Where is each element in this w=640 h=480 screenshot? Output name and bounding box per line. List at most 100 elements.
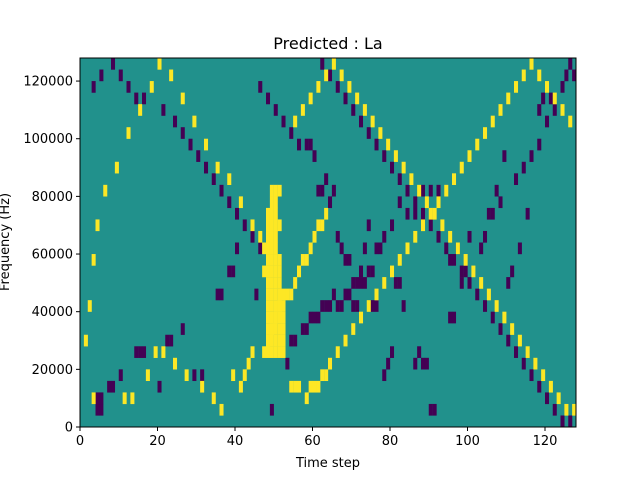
heatmap-cell-high xyxy=(269,300,274,312)
heatmap-cell-low xyxy=(401,300,406,312)
heatmap-cell-high xyxy=(246,357,251,370)
heatmap-cell-high xyxy=(277,265,282,278)
heatmap-cell-high xyxy=(386,138,391,151)
heatmap-cell-high xyxy=(273,334,278,347)
heatmap-cell-high xyxy=(312,230,317,243)
heatmap-cell-low xyxy=(510,265,515,278)
heatmap-cell-high xyxy=(269,196,274,209)
heatmap-cell-high xyxy=(502,311,507,324)
heatmap-cell-high xyxy=(192,115,197,128)
heatmap-cells xyxy=(83,58,577,428)
heatmap-cell-high xyxy=(304,254,309,266)
heatmap-cell-high xyxy=(289,288,294,301)
heatmap-cell-low xyxy=(382,150,387,162)
heatmap-cell-low xyxy=(300,323,305,335)
heatmap-cell-high xyxy=(266,277,271,289)
heatmap-cell-low xyxy=(452,311,457,324)
heatmap-cell-low xyxy=(413,196,418,209)
heatmap-cell-low xyxy=(463,265,468,278)
heatmap-cell-high xyxy=(572,403,577,416)
heatmap-cell-low xyxy=(351,300,356,312)
heatmap-cell-high xyxy=(269,311,274,324)
heatmap-cell-high xyxy=(413,230,418,243)
heatmap-cell-high xyxy=(300,254,305,266)
heatmap-cell-high xyxy=(277,346,282,358)
heatmap-cell-high xyxy=(564,403,569,416)
heatmap-cell-high xyxy=(510,323,515,335)
heatmap-cell-high xyxy=(91,392,96,405)
y-tick-label: 80000 xyxy=(32,190,73,205)
heatmap-cell-high xyxy=(537,69,542,82)
y-tick-label: 0 xyxy=(65,421,73,436)
heatmap-cell-high xyxy=(122,392,127,405)
heatmap-cell-high xyxy=(374,288,379,301)
heatmap-cell-low xyxy=(196,150,201,162)
heatmap-cell-high xyxy=(269,323,274,335)
heatmap-cell-low xyxy=(413,207,418,220)
heatmap-cell-high xyxy=(293,380,298,393)
heatmap-cell-high xyxy=(479,277,484,289)
heatmap-cell-high xyxy=(277,184,282,197)
heatmap-cell-high xyxy=(83,334,88,347)
heatmap-cell-low xyxy=(227,196,232,209)
heatmap-cell-low xyxy=(211,173,216,185)
heatmap-cell-high xyxy=(231,369,236,382)
y-axis-label: Frequency (Hz) xyxy=(0,193,13,291)
heatmap-cell-high xyxy=(227,173,232,185)
heatmap-cell-low xyxy=(467,230,472,243)
heatmap-cell-high xyxy=(281,300,286,312)
heatmap-cell-low xyxy=(525,207,530,220)
heatmap-cell-high xyxy=(103,184,108,197)
heatmap-cell-low xyxy=(95,392,100,405)
heatmap-cell-low xyxy=(370,265,375,278)
heatmap-cell-high xyxy=(297,380,302,393)
heatmap-cell-low xyxy=(142,92,147,105)
heatmap-cell-low xyxy=(320,184,325,197)
heatmap-cell-high xyxy=(273,230,278,243)
heatmap-cell-low xyxy=(541,92,546,105)
heatmap-cell-high xyxy=(266,300,271,312)
heatmap-cell-low xyxy=(405,184,410,197)
heatmap-cell-high xyxy=(184,369,189,382)
heatmap-cell-low xyxy=(428,184,433,197)
heatmap-cell-high xyxy=(300,104,305,116)
heatmap-cell-high xyxy=(517,334,522,347)
heatmap-cell-low xyxy=(521,161,526,174)
heatmap-cell-low xyxy=(483,300,488,312)
heatmap-cell-low xyxy=(548,92,553,105)
heatmap-cell-high xyxy=(281,311,286,324)
heatmap-cell-high xyxy=(269,219,274,232)
heatmap-cell-high xyxy=(269,254,274,266)
heatmap-cell-low xyxy=(320,58,325,70)
heatmap-cell-low xyxy=(235,242,240,255)
heatmap-cell-high xyxy=(312,380,317,393)
heatmap-cell-low xyxy=(351,277,356,289)
heatmap-cell-high xyxy=(281,334,286,347)
heatmap-cell-high xyxy=(467,150,472,162)
heatmap-cell-high xyxy=(173,357,178,370)
heatmap-cell-low xyxy=(331,184,336,197)
heatmap-cell-high xyxy=(269,265,274,278)
heatmap-cell-low xyxy=(448,254,453,266)
heatmap-cell-low xyxy=(304,323,309,335)
heatmap-cell-low xyxy=(564,69,569,82)
heatmap-cell-low xyxy=(483,230,488,243)
heatmap-cell-low xyxy=(157,380,162,393)
heatmap-cell-low xyxy=(331,288,336,301)
heatmap-cell-high xyxy=(281,346,286,358)
heatmap-cell-high xyxy=(475,138,480,151)
heatmap-cell-low xyxy=(335,230,340,243)
heatmap-cell-low xyxy=(390,346,395,358)
heatmap-cell-high xyxy=(87,300,92,312)
heatmap-cell-high xyxy=(204,138,209,151)
heatmap-cell-high xyxy=(266,288,271,301)
heatmap-cell-low xyxy=(490,311,495,324)
heatmap-cell-low xyxy=(138,346,143,358)
heatmap-cell-low xyxy=(374,242,379,255)
heatmap-cell-high xyxy=(494,300,499,312)
heatmap-cell-high xyxy=(273,265,278,278)
heatmap-cell-high xyxy=(324,369,329,382)
heatmap-cell-high xyxy=(440,219,445,232)
heatmap-cell-high xyxy=(405,242,410,255)
